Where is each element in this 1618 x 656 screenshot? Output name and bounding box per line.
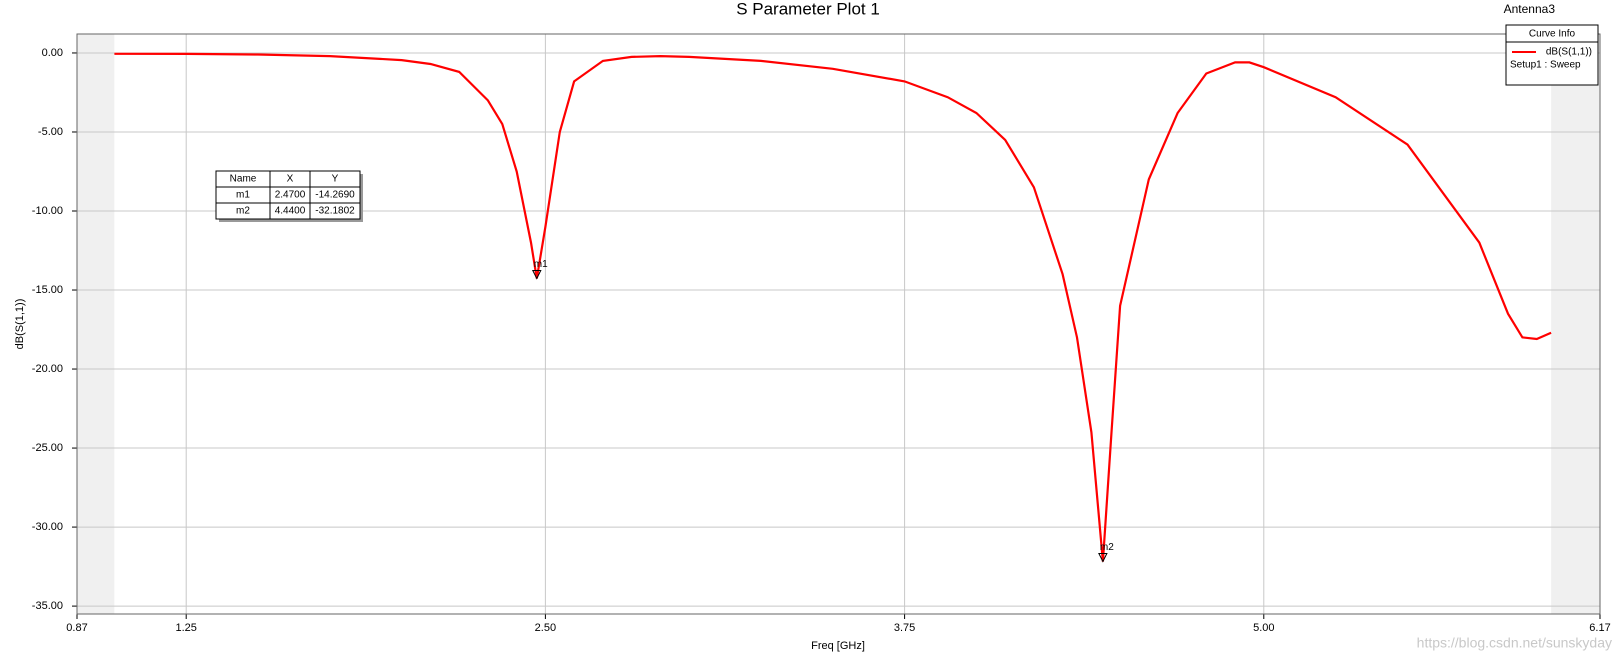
y-tick-label: -30.00 xyxy=(32,521,63,533)
y-tick-label: -35.00 xyxy=(32,600,63,612)
x-tick-label: 6.17 xyxy=(1589,622,1610,634)
y-axis-label: dB(S(1,1)) xyxy=(14,299,26,350)
table-value: -32.1802 xyxy=(315,206,355,217)
table-value: 2.4700 xyxy=(275,190,306,201)
out-of-range-region xyxy=(1551,34,1600,614)
data-line xyxy=(114,52,1552,562)
marker-triangle xyxy=(531,269,542,280)
y-tick-label: -20.00 xyxy=(32,363,63,375)
marker-label: m2 xyxy=(1100,542,1114,553)
table-bg xyxy=(215,170,361,220)
legend-title: Curve Info xyxy=(1529,29,1576,40)
table-header: X xyxy=(287,174,294,185)
y-tick-label: -5.00 xyxy=(38,126,63,138)
marker-table: Name X Ym1 2.4700 -14.2690 m2 4.4400 -32.1802 xyxy=(215,170,363,222)
table-header: Name xyxy=(230,174,257,185)
legend-box xyxy=(1505,24,1599,86)
table-value: -14.2690 xyxy=(315,190,355,201)
y-tick-label: -15.00 xyxy=(32,284,63,296)
table-value: m1 xyxy=(236,190,250,201)
y-tick-label: 0.00 xyxy=(42,47,63,59)
x-tick-label: 0.87 xyxy=(66,622,87,634)
chart-title: S Parameter Plot 1 xyxy=(736,0,880,18)
watermark: https://blog.csdn.net/sunskyday xyxy=(1417,635,1612,651)
table-value: 4.4400 xyxy=(275,206,306,217)
y-tick-label: -10.00 xyxy=(32,205,63,217)
marker-label: m1 xyxy=(534,259,548,270)
x-tick-label: 5.00 xyxy=(1253,622,1274,634)
x-tick-label: 3.75 xyxy=(894,622,915,634)
table-header: Y xyxy=(332,174,339,185)
x-tick-label: 2.50 xyxy=(535,622,556,634)
out-of-range-region xyxy=(77,34,115,614)
plot-border xyxy=(76,33,1601,615)
plot-area xyxy=(76,33,1601,615)
legend-entry: dB(S(1,1)) xyxy=(1546,47,1592,58)
legend-subtitle: Setup1 : Sweep xyxy=(1510,60,1581,71)
table-value: m2 xyxy=(236,206,250,217)
x-tick-label: 1.25 xyxy=(175,622,196,634)
x-axis-label: Freq [GHz] xyxy=(811,640,865,652)
y-tick-label: -25.00 xyxy=(32,442,63,454)
project-name: Antenna3 xyxy=(1504,2,1556,16)
table-cell xyxy=(309,202,361,220)
marker-triangle xyxy=(1098,553,1108,563)
